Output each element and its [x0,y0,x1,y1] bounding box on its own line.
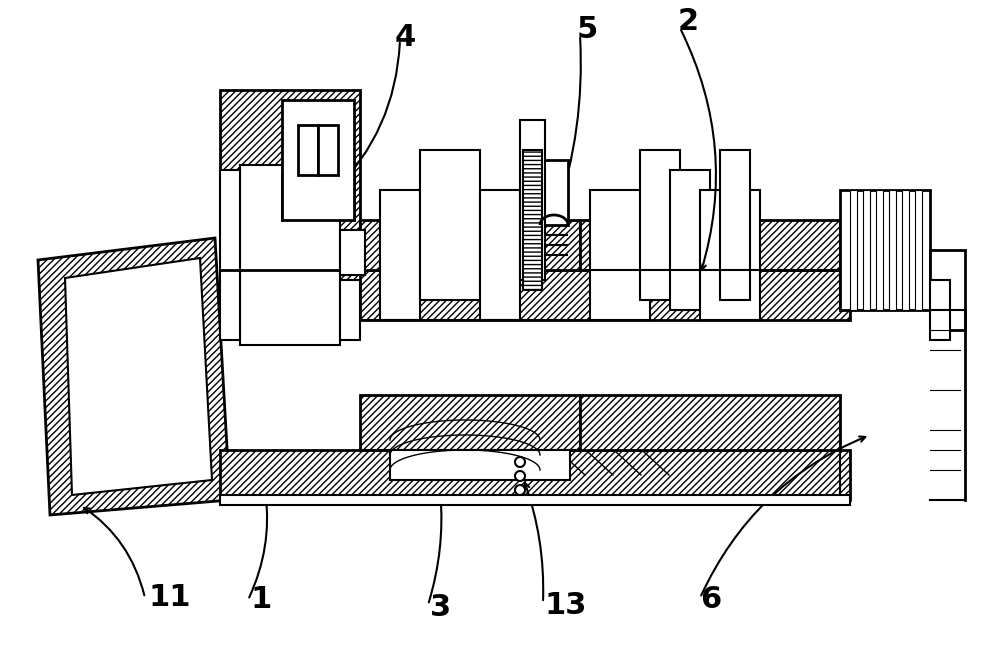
Text: 5: 5 [577,16,598,44]
Bar [930,250,965,330]
Bar [670,170,710,310]
Bar [360,220,580,270]
Bar [640,150,680,300]
Bar [520,120,545,280]
Bar [360,395,580,450]
Bar [420,150,480,300]
Bar [580,220,840,270]
Circle shape [515,485,525,495]
Bar [240,165,340,345]
Bar [700,190,760,320]
Circle shape [515,471,525,481]
Bar [340,230,365,275]
Bar [930,280,950,340]
Bar [915,190,922,310]
Text: 11: 11 [148,584,190,612]
Text: 2: 2 [678,8,699,36]
Bar [220,450,850,500]
Bar [720,150,750,300]
Polygon shape [65,258,212,495]
Bar [340,280,360,340]
Bar [523,150,542,290]
Bar [380,190,420,320]
Bar [220,270,850,320]
Polygon shape [38,238,230,515]
Text: 6: 6 [700,586,721,614]
Bar [889,190,896,310]
Bar [540,160,568,225]
Text: 13: 13 [545,592,587,621]
Bar [220,170,240,340]
Bar [298,125,318,175]
Bar [840,190,930,310]
Text: 3: 3 [430,593,451,623]
Text: 1: 1 [250,586,271,614]
Bar [220,90,360,320]
Bar [282,100,354,220]
Circle shape [515,457,525,467]
Text: 4: 4 [395,23,416,53]
Bar [390,450,570,480]
Bar [580,395,840,450]
Bar [318,125,338,175]
Bar [480,190,520,320]
Bar [876,190,883,310]
Bar [220,495,850,505]
Bar [590,190,650,320]
Bar [902,190,909,310]
Bar [240,265,340,305]
Bar [850,190,857,310]
Bar [863,190,870,310]
